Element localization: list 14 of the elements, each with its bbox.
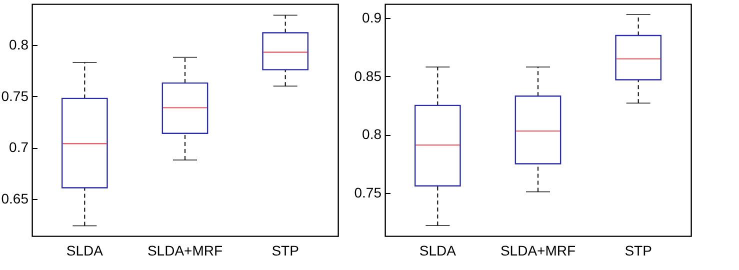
y-tick-label: 0.85: [354, 68, 382, 84]
x-tick-label: SLDA+MRF: [500, 242, 576, 258]
y-tick-label: 0.75: [354, 184, 382, 200]
x-tick-label: SLDA+MRF: [147, 242, 223, 258]
y-tick-label: 0.8: [362, 126, 382, 142]
y-tick-label: 0.65: [1, 190, 29, 207]
x-tick-label: SLDA: [419, 242, 457, 258]
x-tick-label: STP: [272, 242, 299, 258]
y-tick-label: 0.9: [362, 9, 382, 26]
x-tick-label: SLDA: [66, 242, 104, 258]
x-tick-label: STP: [624, 242, 652, 258]
y-tick-label: 0.75: [1, 88, 29, 104]
y-tick-label: 0.8: [9, 36, 29, 53]
y-tick-label: 0.7: [9, 139, 29, 156]
